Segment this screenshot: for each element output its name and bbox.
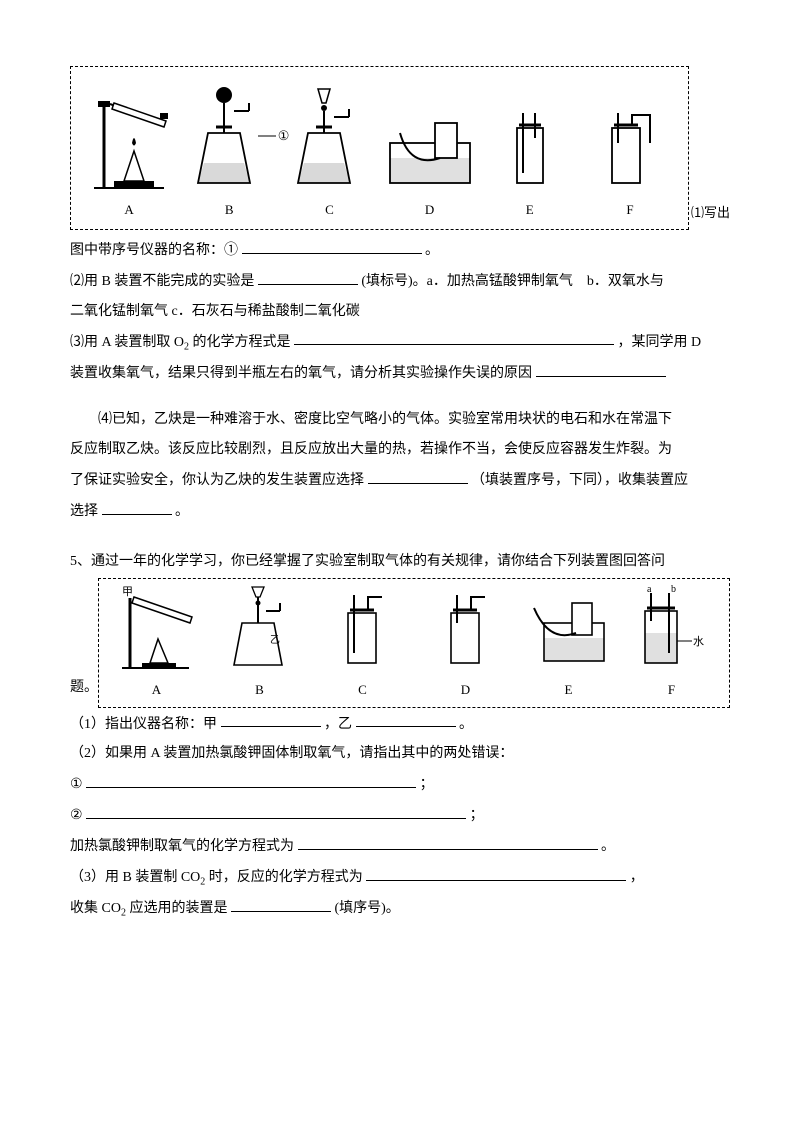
apparatus2-A: 甲 A — [105, 583, 208, 703]
blank-q5-yi[interactable] — [356, 710, 456, 728]
label-C: C — [325, 197, 334, 223]
q1-l3: 二氧化锰制氧气 c．石灰石与稀盐酸制二氧化碳 — [70, 298, 730, 326]
q5-l5a: 加热氯酸钾制取氧气的化学方程式为 — [70, 839, 294, 854]
label2-E: E — [565, 677, 573, 703]
apparatus2-C: C — [311, 583, 414, 703]
q1-l1a: 图中带序号仪器的名称：① — [70, 243, 238, 258]
q1-l4sub: 2 — [184, 341, 189, 352]
q5-l7a: 收集 CO — [70, 901, 121, 916]
apparatus-B: ① B — [179, 73, 279, 223]
q1-l4a: ⑶用 A 装置制取 O — [70, 334, 184, 349]
label-E: E — [526, 197, 534, 223]
blank-q1-2[interactable] — [258, 267, 358, 285]
apparatus-A: A — [79, 73, 179, 223]
apparatus-D: D — [380, 73, 480, 223]
q5-l6b: 时，反应的化学方程式为 — [209, 870, 363, 885]
figure2-box: 甲 A 乙 B — [98, 578, 730, 708]
q5-l5b: 。 — [601, 839, 615, 854]
q1-l4b: 的化学方程式是 — [192, 334, 290, 349]
q1-p4d-a: 选择 — [70, 504, 98, 519]
svg-text:甲: 甲 — [122, 586, 133, 598]
blank-q1-dev2[interactable] — [102, 497, 172, 515]
q5-l7b: 应选用的装置是 — [129, 901, 227, 916]
blank-q5-eq2[interactable] — [366, 863, 626, 881]
blank-q1-name[interactable] — [242, 236, 422, 254]
label2-F: F — [668, 677, 675, 703]
apparatus2-B: 乙 B — [208, 583, 311, 703]
q1-l2c: b．双氧水与 — [587, 274, 664, 289]
blank-q5-jia[interactable] — [221, 710, 321, 728]
blank-q5-err1[interactable] — [86, 770, 416, 788]
q1-l4c: ，某同学用 D — [617, 334, 701, 349]
q1-l2a: ⑵用 B 装置不能完成的实验是 — [70, 274, 254, 289]
label2-A: A — [152, 677, 161, 703]
q5-l6c: ， — [630, 870, 644, 885]
q5-l1a: （1）指出仪器名称：甲 — [70, 716, 217, 731]
q1-l5a: 装置收集氧气，结果只得到半瓶左右的氧气，请分析其实验操作失误的原因 — [70, 366, 532, 381]
label-B: B — [225, 197, 234, 223]
blank-q1-dev1[interactable] — [368, 466, 468, 484]
label-A: A — [124, 197, 133, 223]
q5-l6a: （3）用 B 装置制 CO — [70, 870, 200, 885]
q5-head: 5、通过一年的化学学习，你已经掌握了实验室制取气体的有关规律，请你结合下列装置图… — [70, 548, 730, 576]
label2-C: C — [358, 677, 367, 703]
q1-p4b: 反应制取乙炔。该反应比较剧烈，且反应放出大量的热，若操作不当，会使反应容器发生炸… — [70, 436, 730, 464]
apparatus2-D: D — [414, 583, 517, 703]
apparatus-E: E — [480, 73, 580, 223]
q5-l3a: ① — [70, 777, 83, 792]
q5-l4b: ； — [470, 808, 484, 823]
figure1-box: A ① B C — [70, 66, 689, 230]
q5-l7sub: 2 — [121, 908, 126, 919]
q1-p4a: ⑷已知，乙炔是一种难溶于水、密度比空气略小的气体。实验室常用块状的电石和水在常温… — [70, 406, 730, 434]
apparatus-F: F — [580, 73, 680, 223]
blank-q5-err2[interactable] — [86, 801, 466, 819]
blank-q5-dev[interactable] — [231, 894, 331, 912]
q1-l2b: (填标号)。a．加热高锰酸钾制氧气 — [361, 274, 573, 289]
blank-q5-eq1[interactable] — [298, 832, 598, 850]
q1-p4c-a: 了保证实验安全，你认为乙炔的发生装置应选择 — [70, 473, 364, 488]
q1-l1b: 。 — [425, 243, 439, 258]
label2-B: B — [255, 677, 264, 703]
label-F: F — [626, 197, 633, 223]
q5-l2: （2）如果用 A 装置加热氯酸钾固体制取氧气，请指出其中的两处错误： — [70, 740, 730, 768]
blank-q1-eq[interactable] — [294, 328, 614, 346]
fig1-trail: ⑴写出 — [689, 200, 730, 234]
q5-l6sub: 2 — [200, 876, 205, 887]
callout-1: ① — [278, 123, 290, 149]
label-D: D — [425, 197, 434, 223]
apparatus2-F: a b 水 F — [620, 583, 723, 703]
q5-l7c: (填序号)。 — [334, 901, 399, 916]
apparatus-C: C — [279, 73, 379, 223]
blank-q1-reason[interactable] — [536, 359, 666, 377]
svg-text:乙: 乙 — [270, 634, 280, 646]
svg-text:水: 水 — [693, 635, 704, 648]
q1-p4c-b: （填装置序号，下同），收集装置应 — [471, 473, 688, 488]
q5-lead: 题。 — [70, 674, 98, 708]
label2-D: D — [461, 677, 470, 703]
svg-text:b: b — [671, 584, 676, 595]
svg-text:a: a — [647, 584, 652, 595]
q5-l4a: ② — [70, 808, 83, 823]
q1-p4d-b: 。 — [175, 504, 189, 519]
q5-l1c: 。 — [459, 716, 473, 731]
apparatus2-E: E — [517, 583, 620, 703]
q5-l3b: ； — [420, 777, 434, 792]
q5-l1b: ，乙 — [324, 716, 352, 731]
